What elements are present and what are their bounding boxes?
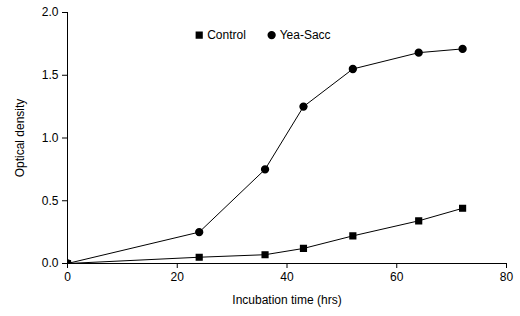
svg-text:Incubation time (hrs): Incubation time (hrs) <box>232 293 341 307</box>
svg-text:2.0: 2.0 <box>42 5 59 19</box>
svg-text:Control: Control <box>207 28 246 42</box>
svg-text:1.5: 1.5 <box>42 68 59 82</box>
svg-text:0.0: 0.0 <box>42 256 59 270</box>
svg-text:60: 60 <box>390 270 404 284</box>
svg-text:Optical density: Optical density <box>13 99 27 178</box>
svg-text:Yea-Sacc: Yea-Sacc <box>280 28 331 42</box>
svg-text:0.5: 0.5 <box>42 194 59 208</box>
svg-text:40: 40 <box>280 270 294 284</box>
svg-text:80: 80 <box>500 270 514 284</box>
svg-text:20: 20 <box>171 270 185 284</box>
svg-text:1.0: 1.0 <box>42 131 59 145</box>
svg-text:0: 0 <box>64 270 71 284</box>
